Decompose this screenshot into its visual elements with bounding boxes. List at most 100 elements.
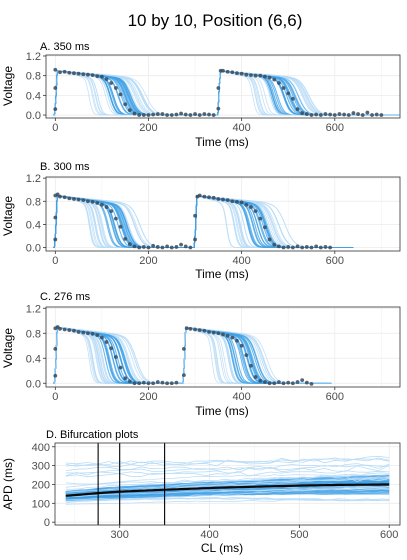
panel-c-data-point [90, 331, 95, 336]
panel-b-data-point [239, 200, 244, 205]
panel-c-observed-series [53, 325, 314, 386]
panel-a-y-axis-title: Voltage [1, 66, 15, 106]
panel-b-data-point [179, 242, 183, 247]
panel-c-data-point [300, 378, 305, 383]
panel-b-data-point [137, 245, 142, 250]
panel-b-data-point [127, 242, 132, 246]
panel-a-data-point [328, 112, 333, 117]
panel-c-data-point [197, 328, 202, 333]
panel-a-data-point [202, 112, 207, 116]
panel-a-data-point [146, 113, 151, 117]
panel-b-data-point [90, 199, 95, 204]
panel-a-data-point [132, 111, 137, 116]
panel-b-data-point [300, 245, 305, 250]
panel-a-data-point [90, 73, 95, 78]
panel-c-data-point [123, 376, 128, 381]
figure-title: 10 by 10, Position (6,6) [128, 11, 303, 30]
panel-b-data-point [193, 213, 197, 218]
panel-a-data-point [76, 71, 81, 76]
panel-a-data-point [160, 112, 165, 116]
panel-a-data-point [211, 113, 216, 117]
panel-c-data-point [290, 381, 295, 386]
panel-c-data-point [141, 380, 146, 385]
panel-c-data-point [286, 380, 291, 385]
panel-c-data-point [267, 381, 272, 386]
panel-b-data-point [281, 245, 286, 250]
panel-c-y-tick-label: 0.8 [26, 328, 41, 340]
panel-a-data-point [244, 72, 249, 77]
panel-b-data-point [207, 195, 211, 200]
panel-c-data-point [58, 326, 62, 331]
panel-c-y-tick-label: 0.4 [26, 353, 41, 365]
panel-a-data-point [342, 112, 347, 117]
panel-a-observed-series [53, 67, 384, 117]
panel-b: B. 300 ms Time (ms) Voltage 0 200 400 600 0.… [1, 161, 401, 281]
panel-a-data-point [81, 72, 86, 77]
panel-c-data-point [207, 330, 211, 334]
panel-c-data-point [146, 381, 151, 386]
panel-c-data-point [239, 343, 244, 348]
panel-c-data-point [104, 340, 109, 344]
panel-c: C. 276 ms Time (ms) Voltage 0 200 400 600 0.… [1, 291, 401, 418]
panel-a-data-point [86, 72, 90, 77]
panel-b-data-point [263, 225, 267, 230]
panel-a-y-tick-label: 0.4 [26, 90, 41, 102]
panel-c-data-point [62, 327, 67, 332]
panel-b-data-point [141, 245, 146, 249]
panel-a-data-point [137, 113, 142, 117]
panel-b-data-point [118, 224, 123, 229]
panel-b-data-point [221, 197, 225, 202]
panel-b-x-tick-label: 400 [232, 255, 250, 267]
panel-c-data-point [304, 380, 309, 385]
panel-a-data-point [276, 81, 281, 85]
panel-b-data-point [104, 205, 109, 209]
panel-b-data-point [193, 237, 197, 242]
panel-b-data-point [244, 202, 249, 207]
panel-b-data-point [146, 245, 151, 250]
panel-a-data-point [99, 74, 104, 79]
panel-a-data-point [113, 86, 118, 90]
panel-c-data-point [76, 330, 81, 334]
panel-a-data-point [53, 67, 58, 72]
panel-a-label: A. 350 ms [40, 41, 90, 53]
panel-a-data-point [67, 70, 72, 75]
panel-b-x-tick-label: 600 [326, 255, 344, 267]
panel-a-data-point [123, 102, 128, 107]
panel-d-x-tick-label: 500 [290, 529, 308, 541]
panel-b-x-tick-label: 0 [52, 255, 58, 267]
panel-d-label: D. Bifurcation plots [46, 429, 139, 441]
panel-a-data-point [174, 112, 179, 117]
panel-b-observed-series [53, 192, 333, 250]
panel-c-border [45, 306, 401, 388]
panel-a-data-point [300, 111, 305, 115]
panel-a-data-point [109, 81, 114, 85]
panel-a-y-tick-label: 1.2 [26, 51, 41, 63]
panel-d-x-axis-title: CL (ms) [201, 541, 243, 555]
panel-c-data-point [244, 353, 249, 358]
panel-b-data-point [53, 237, 58, 242]
panel-c-y-tick-label: 1.2 [26, 303, 41, 315]
panel-a-data-point [379, 113, 384, 117]
panel-c-plot-area [46, 307, 400, 387]
panel-a-data-point [295, 107, 300, 112]
panel-b-data-point [155, 245, 160, 249]
panel-c-data-point [309, 381, 314, 386]
panel-b-data-point [272, 242, 277, 247]
panel-a-data-point [104, 77, 109, 82]
panel-a-data-point [318, 113, 323, 117]
panel-a-data-point [281, 86, 286, 90]
panel-d-y-tick-label: 100 [32, 498, 50, 510]
panel-c-data-point [281, 381, 286, 386]
panel-b-data-point [211, 195, 216, 200]
panel-c-data-point [174, 380, 179, 385]
panel-b-data-point [62, 195, 67, 200]
panel-b-x-axis-title: Time (ms) [195, 267, 249, 281]
panel-a-y-tick-label: 0.8 [26, 71, 41, 83]
panel-d-y-tick-label: 0 [44, 517, 50, 529]
panel-c-data-point [202, 328, 207, 333]
panel-a-data-point [118, 92, 123, 97]
panel-b-y-tick-label: 0.8 [26, 196, 41, 208]
panel-a-data-point [253, 73, 258, 78]
panel-b-border [45, 176, 401, 252]
